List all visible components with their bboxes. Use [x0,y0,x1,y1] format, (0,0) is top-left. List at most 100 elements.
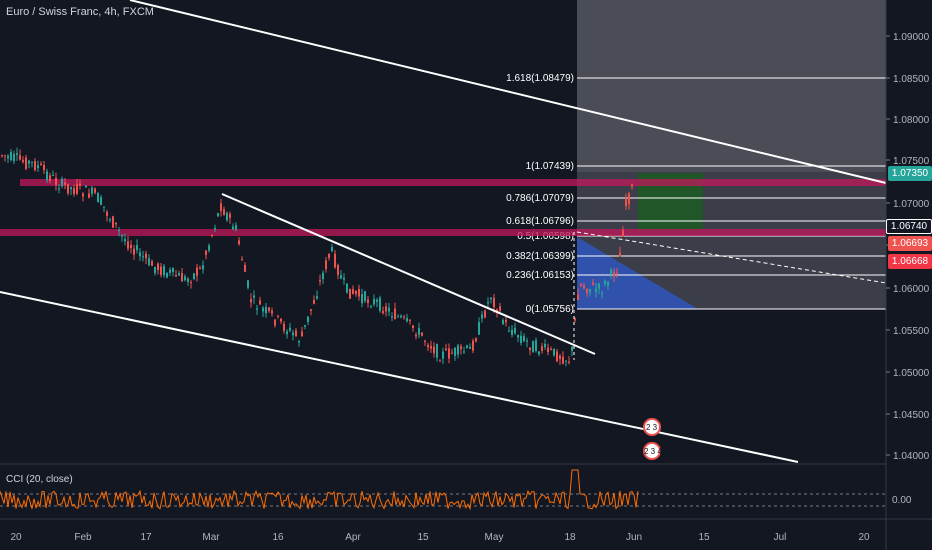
fib-level-label: 0(1.05756) [526,304,574,315]
candle-body [31,161,33,163]
candle-body [448,348,450,359]
candle-body [583,285,585,289]
triangle-pattern [577,237,698,309]
event-badge-text: 2 3 [646,423,658,432]
candle-body [313,300,315,304]
candle-body [253,295,255,298]
candle-body [616,272,618,274]
candle-body [214,227,216,230]
candle-body [19,155,21,160]
time-axis[interactable]: 20 Feb 17 Mar 16 Apr 15 May 18 Jun 15 Jul 20 [10,532,870,543]
candle-body [121,234,123,237]
price-tag-resistance: 1.06693 [888,236,932,251]
candle-body [559,355,561,360]
candle-body [184,276,186,281]
candle-body [472,340,474,351]
candle-body [181,273,183,282]
symbol-title[interactable]: Euro / Swiss Franc, 4h, FXCM [6,6,154,18]
time-tick-label: 16 [272,532,284,543]
cci-line [0,469,639,511]
price-tick-label: 1.06000 [893,284,930,295]
candle-body [400,315,402,318]
candle-body [421,332,423,336]
candle-body [259,300,261,305]
candle-body [568,361,570,363]
candle-body [607,281,609,286]
candle-body [556,351,558,362]
candle-body [139,252,141,257]
candle-body [301,331,303,337]
candle-body [172,267,174,273]
candle-body [217,213,219,217]
candle-body [481,314,483,319]
cci-title[interactable]: CCI (20, close) [6,474,73,485]
fib-zone-upper [577,0,886,172]
candle-body [502,319,504,325]
candle-body [232,226,234,230]
candle-body [547,347,549,352]
candle-body [46,171,48,181]
candle-body [544,343,546,348]
candle-body [457,345,459,355]
candle-body [349,288,351,299]
candle-body [133,248,135,255]
price-tick-label: 1.08500 [893,74,930,85]
candle-body [412,325,414,329]
resistance-zone-lower[interactable] [0,229,886,236]
candle-body [427,344,429,348]
candle-body [322,272,324,280]
trendline-mid[interactable] [221,193,596,355]
candle-body [115,222,117,225]
candle-body [601,293,603,295]
candle-body [130,244,132,248]
time-tick-label: May [485,532,504,543]
candle-body [103,206,105,208]
candle-body [604,280,606,284]
candle-body [193,273,195,279]
candle-body [466,345,468,348]
candle-body [88,193,90,198]
candle-body [391,316,393,318]
candle-body [187,278,189,282]
candle-body [424,340,426,342]
candle-body [124,238,126,242]
candle-body [136,245,138,251]
candle-body [352,289,354,294]
candle-body [226,212,228,221]
time-tick-label: Jun [626,532,642,543]
candle-body [454,347,456,356]
time-tick-label: Jul [774,532,787,543]
candle-body [379,297,381,311]
candle-body [190,282,192,284]
candle-body [487,302,489,304]
trendline-upper[interactable] [129,0,887,184]
trendline-dashed[interactable] [576,231,887,284]
candle-body [310,309,312,311]
trendline-lower[interactable] [0,291,799,463]
candle-body [580,284,582,287]
candle-body [499,306,501,311]
candle-body [478,322,480,335]
candle-body [283,323,285,331]
resistance-zone-upper[interactable] [20,179,886,186]
candle-body [61,178,63,187]
event-badge[interactable]: 2 3 2 3 4 [643,418,662,460]
candle-body [505,319,507,323]
candle-body [328,253,330,258]
candle-body [223,209,225,216]
candle-body [565,360,567,362]
candle-body [361,294,363,304]
candle-body [586,288,588,293]
candle-body [367,299,369,304]
candle-body [574,318,576,321]
candle-body [523,335,525,342]
candle-body [451,352,453,354]
candle-body [40,163,42,166]
candle-body [43,165,45,171]
candle-body [433,346,435,354]
candle-body [295,330,297,336]
candle-body [55,177,57,185]
candle-body [532,341,534,353]
candle-body [526,340,528,342]
